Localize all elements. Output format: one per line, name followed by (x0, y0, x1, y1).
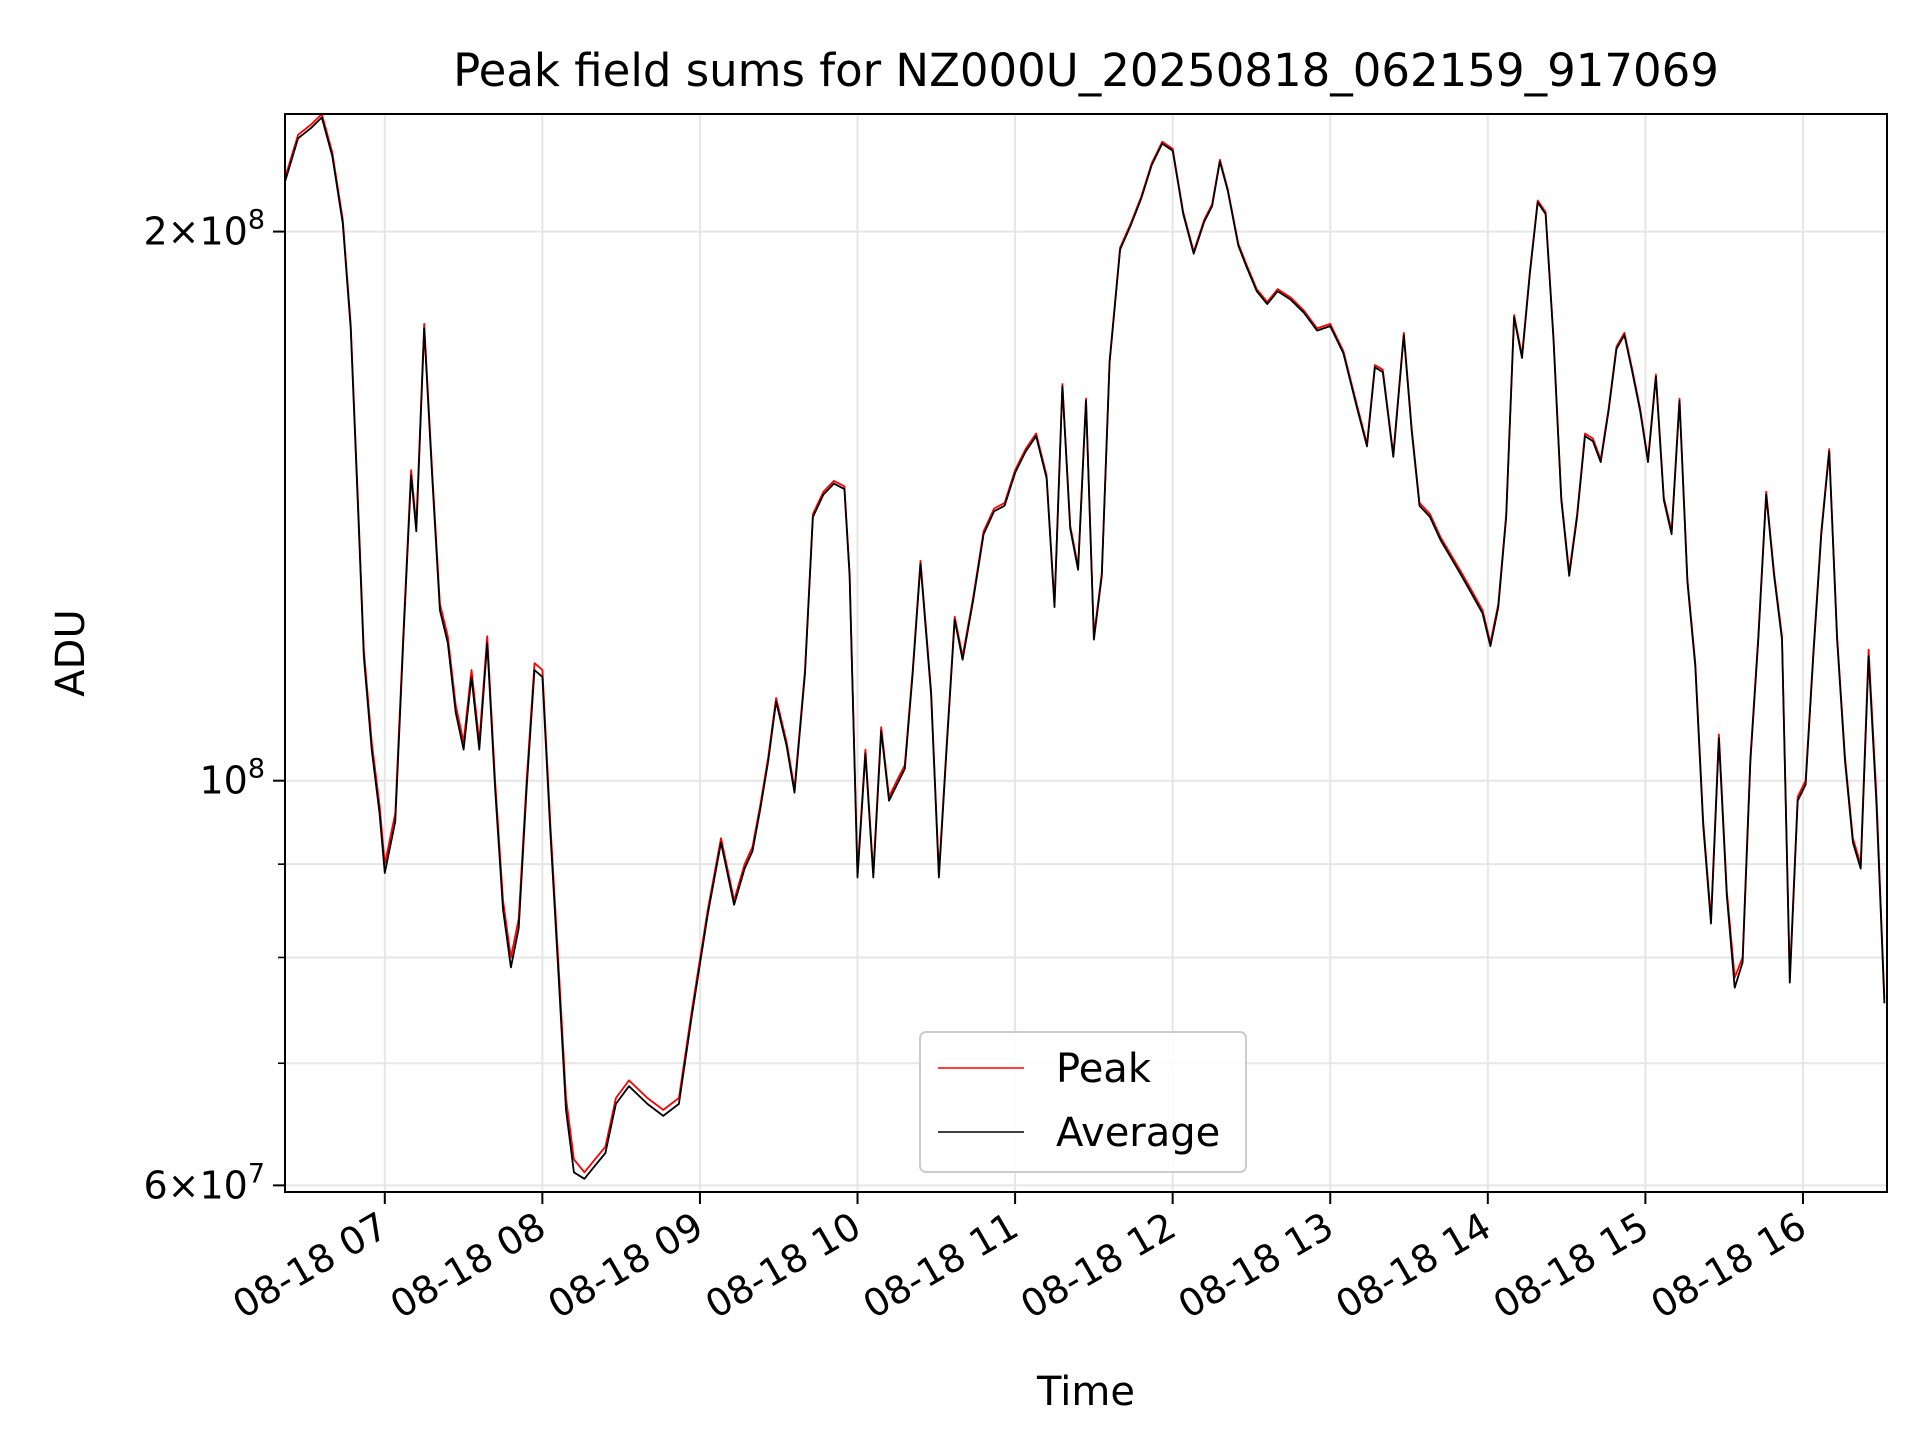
chart-title: Peak field sums for NZ000U_20250818_0621… (453, 44, 1719, 97)
x-axis-title: Time (1036, 1369, 1135, 1415)
y-tick-label: 108 (199, 754, 265, 803)
axes-frame (284, 113, 1888, 1193)
y-axis-title: ADU (48, 609, 94, 696)
y-tick-label: 6×107 (143, 1158, 265, 1207)
plot-area (284, 113, 1886, 1180)
legend-average-label: Average (1056, 1110, 1220, 1156)
series-line-average (284, 116, 1886, 1180)
legend-peak-label: Peak (1056, 1046, 1152, 1092)
legend-box (919, 1031, 1247, 1173)
legend: Peak Average (919, 1031, 1247, 1173)
y-tick-label: 2×108 (143, 205, 265, 254)
